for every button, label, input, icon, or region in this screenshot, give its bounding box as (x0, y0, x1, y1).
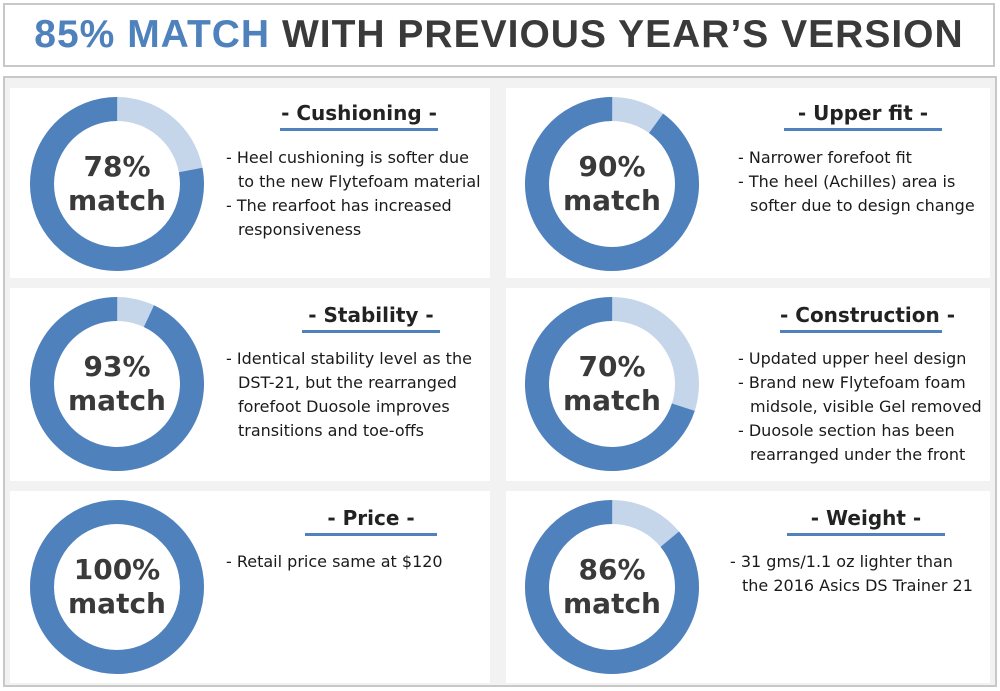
heading-text: - Stability - (308, 303, 434, 327)
note-item: Identical stability level as theDST-21, … (226, 347, 472, 443)
donut-construction: 70% match (524, 296, 700, 472)
donut-label: 93% match (29, 296, 205, 472)
heading-underline (280, 128, 438, 131)
donut-label: 86% match (524, 499, 700, 675)
donut-price: 100% match (29, 499, 205, 675)
donut-svg-price (30, 500, 204, 674)
heading-underline (305, 533, 437, 536)
donut-label: 90% match (524, 96, 700, 272)
title-accent: 85% MATCH (34, 13, 271, 56)
donut-label: 70% match (524, 296, 700, 472)
donut-slice-match (30, 297, 204, 471)
percent-label: 93% (83, 350, 151, 383)
donut-svg-construction (525, 297, 699, 471)
percent-label: 70% (578, 350, 646, 383)
card-heading-price: - Price - (305, 506, 437, 536)
donut-stability: 93% match (29, 296, 205, 472)
percent-label: 100% (73, 553, 161, 586)
donut-svg-cushioning (30, 97, 204, 271)
donut-label: 100% match (29, 499, 205, 675)
card-heading-weight: - Weight - (787, 506, 945, 536)
donut-label: 78% match (29, 96, 205, 272)
heading-underline (302, 330, 440, 333)
donut-upperfit: 90% match (524, 96, 700, 272)
donut-slice-match (525, 297, 699, 471)
header-banner: 85% MATCH WITH PREVIOUS YEAR’S VERSION (3, 3, 995, 67)
donut-svg-stability (30, 297, 204, 471)
heading-text: - Cushioning - (281, 101, 437, 125)
note-item: Updated upper heel design (738, 347, 982, 371)
match-label: match (68, 587, 166, 620)
percent-label: 90% (578, 150, 646, 183)
donut-cushioning: 78% match (29, 96, 205, 272)
title-rest: WITH PREVIOUS YEAR’S VERSION (281, 13, 964, 56)
donut-slice-match (525, 97, 699, 271)
note-item: Retail price same at $120 (226, 550, 443, 574)
notes-list-stability: Identical stability level as theDST-21, … (226, 347, 472, 443)
heading-text: - Weight - (810, 506, 922, 530)
donut-slice-match (30, 500, 204, 674)
heading-underline (787, 533, 945, 536)
percent-label: 86% (578, 553, 646, 586)
heading-text: - Construction - (780, 303, 955, 327)
card-heading-cushioning: - Cushioning - (280, 101, 438, 131)
notes-list-construction: Updated upper heel designBrand new Flyte… (738, 347, 982, 467)
heading-underline (784, 128, 942, 131)
card-heading-stability: - Stability - (302, 303, 440, 333)
match-label: match (563, 184, 661, 217)
heading-text: - Upper fit - (797, 101, 929, 125)
heading-underline (780, 330, 942, 333)
notes-list-upperfit: Narrower forefoot fitThe heel (Achilles)… (738, 146, 975, 218)
note-item: Narrower forefoot fit (738, 146, 975, 170)
match-label: match (563, 384, 661, 417)
percent-label: 78% (83, 150, 151, 183)
page-title: 85% MATCH WITH PREVIOUS YEAR’S VERSION (34, 13, 963, 57)
notes-list-price: Retail price same at $120 (226, 550, 443, 574)
donut-svg-weight (525, 500, 699, 674)
donut-svg-upperfit (525, 97, 699, 271)
match-label: match (68, 184, 166, 217)
heading-text: - Price - (327, 506, 415, 530)
donut-weight: 86% match (524, 499, 700, 675)
card-heading-upperfit: - Upper fit - (784, 101, 942, 131)
match-label: match (563, 587, 661, 620)
match-label: match (68, 384, 166, 417)
card-heading-construction: - Construction - (780, 303, 955, 333)
